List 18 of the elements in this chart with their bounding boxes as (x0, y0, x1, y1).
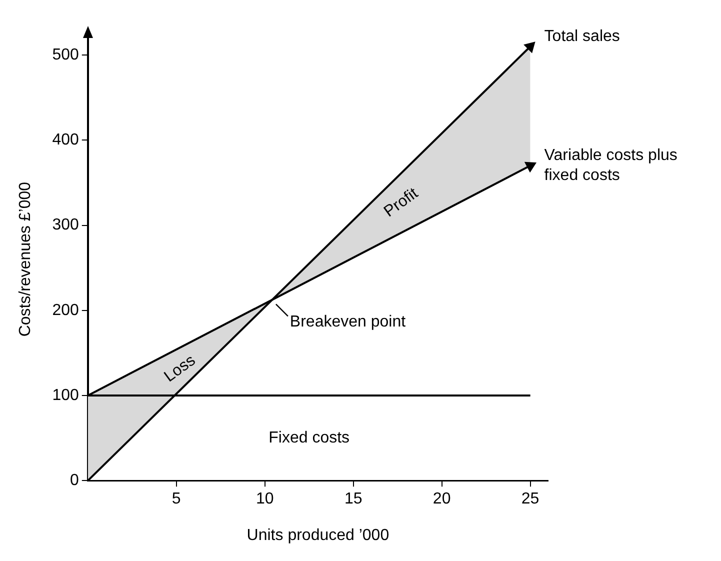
annotation: Breakeven point (290, 314, 406, 331)
x-tick-label: 10 (256, 490, 274, 508)
text: Fixed costs (268, 429, 350, 446)
y-tick-label: 500 (52, 46, 79, 64)
series-label: Variable costs plus fixed costs (544, 147, 678, 184)
y-tick-label: 0 (70, 472, 79, 490)
x-tick-label: 20 (432, 490, 451, 508)
annotation: Loss (161, 352, 199, 386)
x-tick-label: 25 (521, 490, 540, 508)
x-tick-label: 5 (172, 490, 181, 508)
y-axis-title: Costs/revenues £’000 (17, 182, 34, 337)
y-tick-label: 200 (52, 302, 79, 319)
x-tick-label: 15 (344, 490, 362, 508)
y-tick-label: 400 (52, 132, 79, 149)
y-tick-label: 100 (52, 386, 79, 404)
y-tick-label: 300 (52, 216, 79, 234)
x-axis-title: Units produced ’000 (246, 526, 390, 544)
series-label: Total sales (544, 28, 620, 45)
